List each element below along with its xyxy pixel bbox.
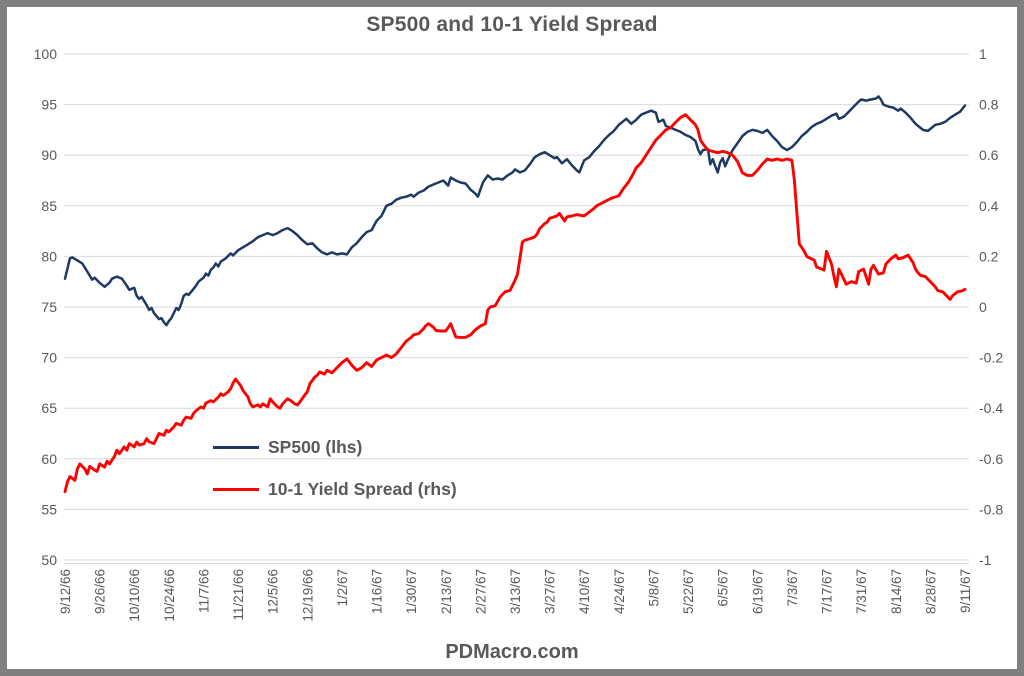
x-axis-tick-label: 7/31/67 — [854, 569, 869, 614]
x-axis-tick-label: 1/2/67 — [335, 569, 350, 607]
x-axis-tick-label: 7/17/67 — [820, 569, 835, 614]
legend-label-sp500: SP500 (lhs) — [268, 436, 363, 457]
x-axis-tick-label: 2/27/67 — [473, 569, 488, 614]
x-axis-tick-label: 12/5/66 — [266, 569, 281, 614]
legend-item-sp500: SP500 (lhs) — [213, 435, 457, 459]
y-axis-tick-label-right: 1 — [979, 46, 987, 62]
y-axis-tick-label-right: 0.6 — [979, 147, 999, 163]
x-axis-tick-label: 10/24/66 — [162, 569, 177, 622]
x-axis-tick-label: 5/22/67 — [681, 569, 696, 614]
y-axis-tick-label-right: -0.6 — [979, 451, 1003, 467]
x-axis-tick-label: 8/28/67 — [923, 569, 938, 614]
x-axis-tick-label: 7/3/67 — [785, 569, 800, 607]
sp500-line — [63, 95, 967, 327]
x-axis-tick-label: 11/21/66 — [231, 569, 246, 621]
y-axis-tick-label-left: 60 — [41, 451, 57, 467]
y-axis-tick-label-left: 55 — [41, 501, 57, 517]
y-axis-tick-label-left: 100 — [34, 46, 58, 62]
x-axis-tick-label: 3/13/67 — [508, 569, 523, 614]
x-axis-tick-label: 4/24/67 — [612, 569, 627, 614]
legend: SP500 (lhs) 10-1 Yield Spread (rhs) — [213, 435, 457, 519]
y-axis-tick-label-left: 90 — [41, 147, 57, 163]
y-axis-tick-label-right: -0.2 — [979, 350, 1003, 366]
x-axis-tick-label: 10/10/66 — [127, 569, 142, 622]
x-axis-tick-label: 12/19/66 — [300, 569, 315, 622]
y-axis-tick-label-right: 0.4 — [979, 198, 999, 214]
y-axis-tick-label-right: -0.8 — [979, 501, 1003, 517]
y-axis-tick-label-right: 0.2 — [979, 248, 999, 264]
x-axis-tick-label: 1/30/67 — [404, 569, 419, 614]
x-axis-tick-label: 5/8/67 — [646, 569, 661, 607]
x-axis-tick-label: 6/5/67 — [716, 569, 731, 607]
x-axis-tick-label: 6/19/67 — [750, 569, 765, 614]
x-axis-tick-label: 4/10/67 — [577, 569, 592, 614]
legend-item-yield-spread: 10-1 Yield Spread (rhs) — [213, 477, 457, 501]
y-axis-tick-label-left: 80 — [41, 248, 57, 264]
chart-canvas: 100 1 95 0.8 90 0.6 85 0.4 80 0.2 75 0 70 -0.2 65 -0.4 6… — [34, 46, 1004, 622]
chart-title: SP500 and 10-1 Yield Spread — [366, 13, 658, 36]
y-axis-tick-label-right: 0 — [979, 299, 987, 315]
legend-swatch-yield-spread — [213, 487, 259, 491]
y-axis-tick-label-left: 50 — [41, 552, 57, 568]
y-axis-tick-label-left: 75 — [41, 299, 57, 315]
y-axis-tick-label-left: 95 — [41, 97, 57, 113]
y-axis-tick-label-left: 70 — [41, 350, 57, 366]
y-axis-tick-label-right: -0.4 — [979, 400, 1003, 416]
x-axis-tick-label: 3/27/67 — [543, 569, 558, 614]
yield-spread-line — [63, 113, 967, 494]
x-axis-tick-label: 1/16/67 — [370, 569, 385, 614]
y-axis-tick-label-right: -1 — [979, 552, 992, 568]
x-axis-tick-label: 11/7/66 — [196, 569, 211, 613]
legend-label-yield-spread: 10-1 Yield Spread (rhs) — [268, 478, 457, 499]
y-axis-tick-label-left: 65 — [41, 400, 57, 416]
legend-swatch-sp500 — [213, 445, 259, 449]
x-axis-tick-label: 9/12/66 — [58, 569, 73, 614]
footer-brand: PDMacro.com — [445, 641, 579, 663]
y-axis-tick-label-right: 0.8 — [979, 97, 999, 113]
x-axis-tick-label: 2/13/67 — [439, 569, 454, 614]
y-axis-tick-label-left: 85 — [41, 198, 57, 214]
x-axis-tick-label: 9/26/66 — [93, 569, 108, 614]
x-axis-tick-label: 9/11/67 — [958, 569, 973, 613]
x-axis-tick-label: 8/14/67 — [889, 569, 904, 614]
